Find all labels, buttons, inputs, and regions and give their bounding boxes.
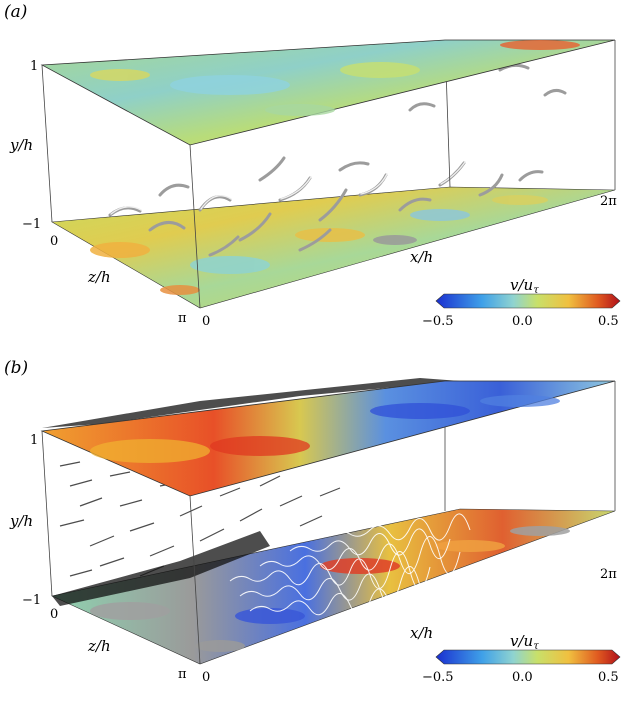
panel-a: (a) <box>0 0 631 355</box>
colorbar-tick-min: −0.5 <box>422 670 454 685</box>
z-tick-end: π <box>178 667 187 682</box>
bottom-wall-patches <box>90 526 570 652</box>
colorbar-title: v/uτ <box>510 276 539 296</box>
turbulence-isosurfaces <box>229 513 471 616</box>
top-wall-plane <box>40 39 616 146</box>
x-tick-start: 0 <box>202 670 210 685</box>
y-tick-top: 1 <box>30 59 38 74</box>
z-tick-start: 0 <box>50 607 58 622</box>
bottom-wall-patches <box>90 195 548 295</box>
colorbar-title: v/uτ <box>510 632 539 652</box>
y-tick-bottom: −1 <box>22 593 41 608</box>
top-wall-patches <box>90 395 560 463</box>
colorbar: v/uτ −0.5 0.0 0.5 <box>422 632 621 685</box>
x-axis-label: x/h <box>410 624 433 642</box>
colorbar-tick-mid: 0.0 <box>512 314 533 329</box>
y-tick-top: 1 <box>30 433 38 448</box>
x-tick-start: 0 <box>202 314 210 329</box>
panel-label: (a) <box>4 2 28 22</box>
x-axis-label: x/h <box>410 248 433 266</box>
colorbar-tick-min: −0.5 <box>422 314 454 329</box>
y-axis-label: y/h <box>9 512 33 530</box>
panel-b: (b) <box>0 356 631 711</box>
y-axis-label: y/h <box>9 136 33 154</box>
z-axis-label: z/h <box>87 268 111 286</box>
x-tick-end: 2π <box>600 194 617 209</box>
x-tick-end: 2π <box>600 567 617 582</box>
dark-top-band <box>42 378 460 428</box>
z-tick-start: 0 <box>50 234 58 249</box>
z-axis-label: z/h <box>87 637 111 655</box>
colorbar-tick-mid: 0.0 <box>512 670 533 685</box>
top-wall-patches <box>90 40 580 116</box>
colorbar-tick-max: 0.5 <box>598 670 619 685</box>
channel-visualization: 1 −1 y/h 0 π z/h 0 2π x/h v/uτ −0.5 0.0 … <box>9 39 621 329</box>
panel-label: (b) <box>4 358 29 378</box>
colorbar-tick-max: 0.5 <box>598 314 619 329</box>
colorbar: v/uτ −0.5 0.0 0.5 <box>422 276 621 329</box>
z-tick-end: π <box>178 311 187 326</box>
y-tick-bottom: −1 <box>22 217 41 232</box>
channel-visualization: 1 −1 y/h 0 π z/h 0 2π x/h v/uτ −0.5 0.0 … <box>9 378 621 685</box>
dark-front-band <box>52 531 270 606</box>
top-wall-plane <box>40 380 616 497</box>
